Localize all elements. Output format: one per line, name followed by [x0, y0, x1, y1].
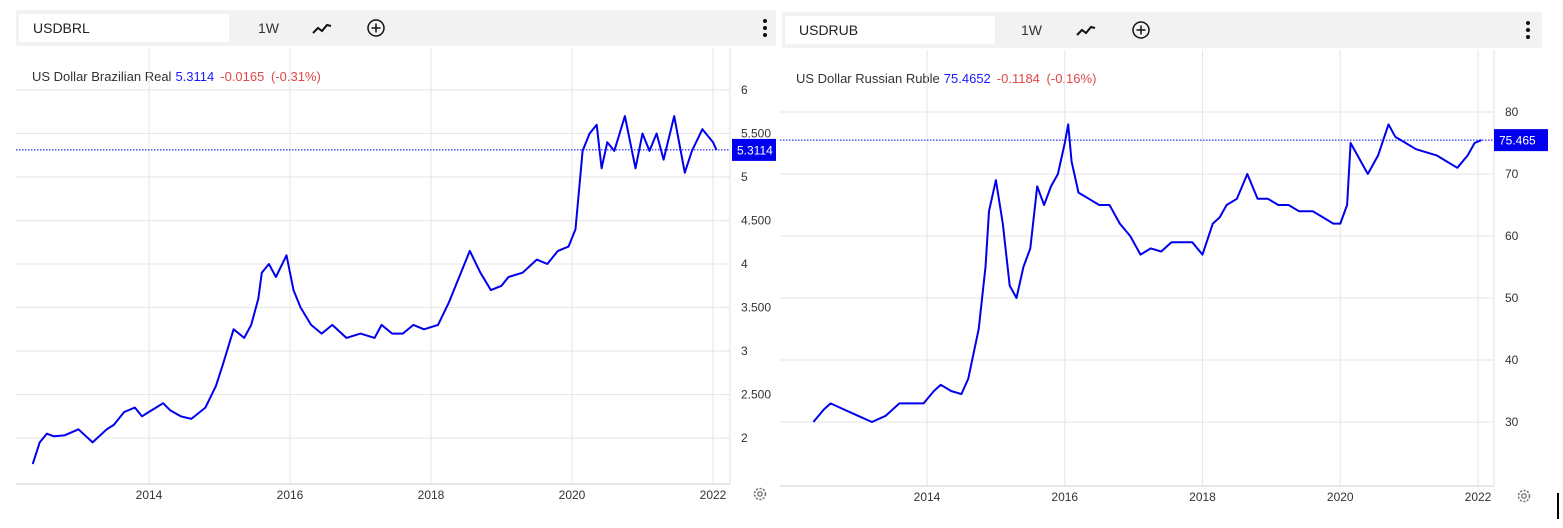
- legend-last-value: 5.3114: [175, 69, 215, 84]
- x-axis-tick-label: 2014: [136, 488, 163, 502]
- price-series-line: [812, 123, 1482, 423]
- legend-change-percent: (-0.16%): [1046, 71, 1097, 86]
- legend-change-percent: (-0.31%): [270, 69, 321, 84]
- current-price-label: 5.3114: [737, 143, 773, 157]
- y-axis-tick-label: 6: [741, 83, 748, 97]
- gear-icon[interactable]: [752, 486, 768, 502]
- add-circle-icon[interactable]: [362, 14, 390, 42]
- y-axis-tick-label: 3: [741, 344, 748, 358]
- y-axis-tick-label: 50: [1505, 291, 1519, 305]
- chart-legend: US Dollar Russian Ruble 75.4652 -0.1184 (-…: [796, 71, 1096, 86]
- y-axis-tick-label: 80: [1505, 105, 1519, 119]
- x-axis-tick-label: 2014: [914, 490, 941, 504]
- legend-change: -0.0165: [220, 69, 265, 84]
- add-circle-icon[interactable]: [1127, 16, 1155, 44]
- y-axis-tick-label: 4.500: [741, 214, 771, 228]
- y-axis-tick-label: 5: [741, 170, 748, 184]
- current-price-label-box: [1494, 129, 1548, 152]
- x-axis-tick-label: 2022: [700, 488, 727, 502]
- line-chart-icon[interactable]: [308, 14, 336, 42]
- y-axis-tick-label: 3.500: [741, 301, 771, 315]
- x-axis-tick-label: 2020: [1327, 490, 1354, 504]
- y-axis-tick-label: 2: [741, 431, 748, 445]
- line-chart-icon[interactable]: [1072, 16, 1100, 44]
- x-axis-tick-label: 2020: [559, 488, 586, 502]
- price-chart[interactable]: 6 5.500 5 4.500 4 3.500 3 2.500 2 2014 2016 2018 202…: [0, 0, 778, 528]
- legend-name: US Dollar Russian Ruble: [796, 71, 940, 86]
- legend-last-value: 75.4652: [943, 71, 991, 86]
- chart-toolbar: 1W: [782, 12, 1542, 48]
- text-cursor: [1557, 493, 1559, 519]
- chart-toolbar: 1W: [16, 10, 776, 46]
- price-chart[interactable]: 80 70 60 50 40 30 2014 2016 2018 2020 2022 75.465: [780, 0, 1563, 528]
- current-price-label: 75.465: [1499, 134, 1536, 148]
- interval-button[interactable]: 1W: [1021, 22, 1042, 38]
- chart-panel-usdbrl: 1W US Dollar Brazilian Real5.3114-0.0165…: [0, 0, 778, 528]
- x-axis-tick-label: 2018: [418, 488, 445, 502]
- y-axis-tick-label: 70: [1505, 167, 1519, 181]
- current-price-label-box: [732, 138, 776, 161]
- x-axis-tick-label: 2016: [1051, 490, 1078, 504]
- y-axis-tick-label: 60: [1505, 229, 1519, 243]
- more-vert-icon[interactable]: [758, 14, 772, 42]
- symbol-input[interactable]: [19, 14, 229, 42]
- chart-legend: US Dollar Brazilian Real 5.3114 -0.0165 (-…: [32, 69, 321, 84]
- y-axis-tick-label: 30: [1505, 415, 1519, 429]
- legend-change: -0.1184: [996, 71, 1040, 86]
- x-axis-tick-label: 2016: [277, 488, 304, 502]
- price-series-line: [31, 115, 718, 465]
- y-axis-tick-label: 40: [1505, 353, 1519, 367]
- legend-name: US Dollar Brazilian Real: [32, 69, 172, 84]
- more-vert-icon[interactable]: [1521, 16, 1535, 44]
- symbol-input[interactable]: [785, 16, 995, 44]
- x-axis-tick-label: 2022: [1465, 490, 1492, 504]
- interval-button[interactable]: 1W: [258, 20, 279, 36]
- x-axis-tick-label: 2018: [1189, 490, 1216, 504]
- y-axis-tick-label: 2.500: [741, 388, 771, 402]
- y-axis-tick-label: 5.500: [741, 127, 771, 141]
- gear-icon[interactable]: [1516, 488, 1532, 504]
- y-axis-tick-label: 4: [741, 257, 748, 271]
